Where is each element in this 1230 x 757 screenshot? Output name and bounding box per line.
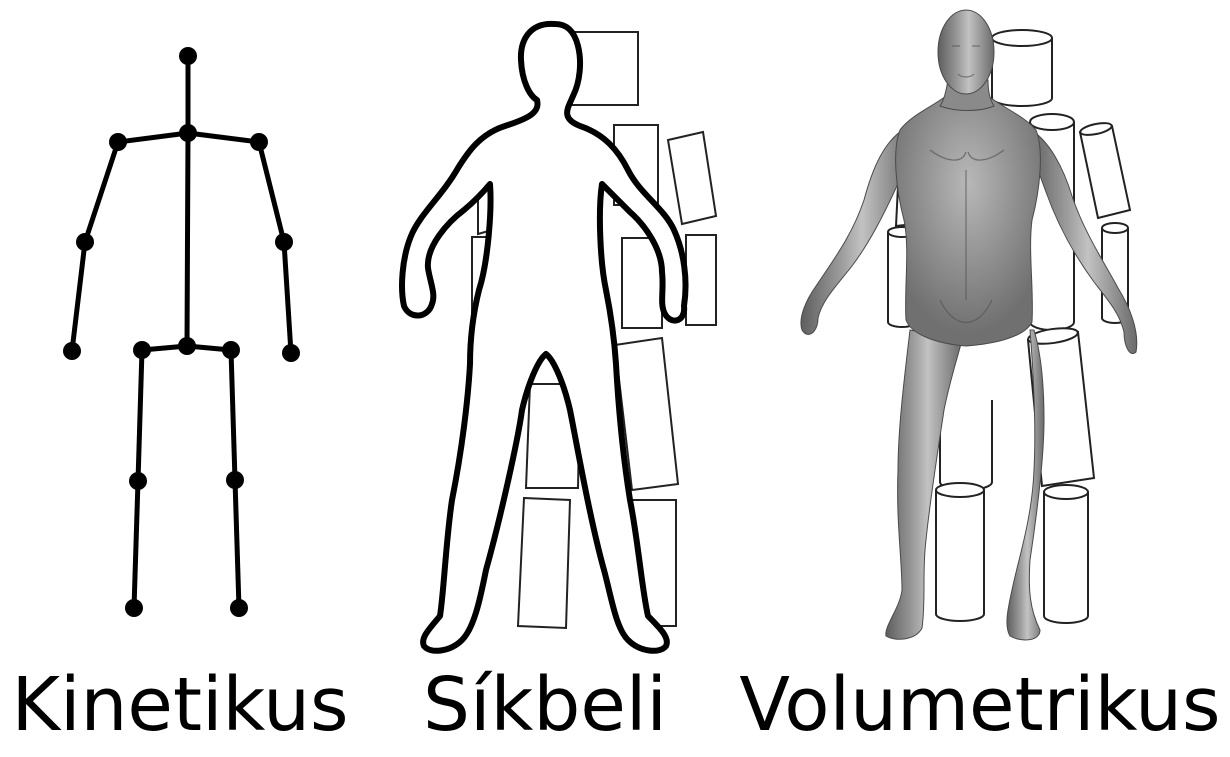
skeleton-joints [63, 47, 300, 617]
volumetric-model [800, 9, 1138, 641]
label-planar: Síkbeli [422, 662, 667, 748]
label-volumetric: Volumetrikus [739, 662, 1221, 748]
skeleton-bones [69, 53, 294, 611]
left-arm [800, 127, 913, 335]
left-leg [885, 329, 963, 640]
label-kinetic: Kinetikus [11, 662, 349, 748]
volumetric-body [800, 9, 1138, 641]
torso [895, 95, 1041, 347]
right-leg [1006, 329, 1045, 641]
planar-silhouette [399, 20, 689, 654]
right-arm [1027, 127, 1138, 354]
planar-model [399, 20, 718, 654]
head [937, 9, 995, 95]
body-detail-lines [929, 45, 1005, 324]
kinetic-stick-figure [63, 47, 300, 617]
